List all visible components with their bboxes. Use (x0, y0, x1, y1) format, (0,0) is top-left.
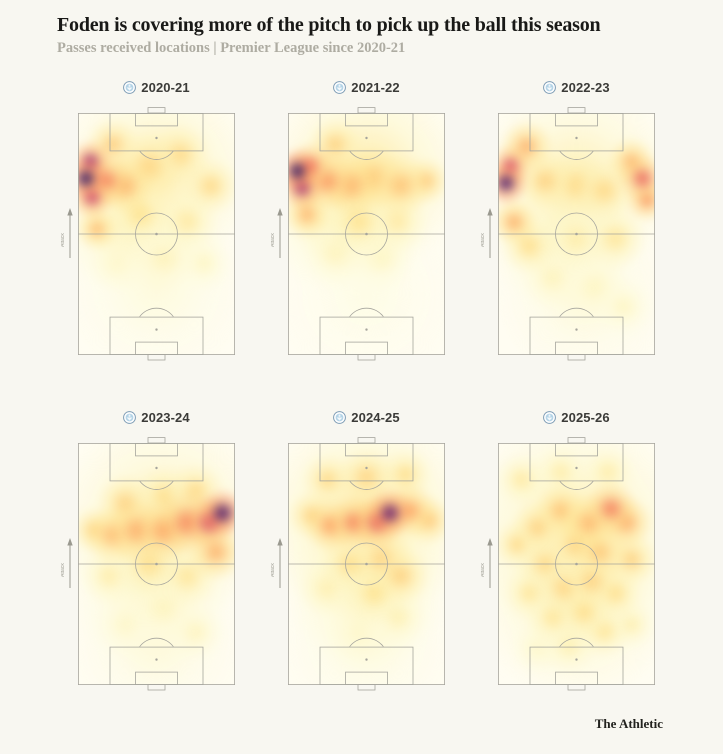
panel-header: 2025-26 (498, 409, 655, 425)
attack-direction-arrow: Attack (61, 208, 73, 258)
svg-text:Attack: Attack (271, 233, 276, 247)
heat-blob (182, 156, 235, 215)
the-athletic-logo: The Athletic (594, 716, 663, 731)
svg-text:Attack: Attack (481, 563, 486, 577)
attack-direction-arrow: Attack (481, 538, 493, 588)
heatmap-layer (498, 113, 655, 355)
heat-blob (594, 277, 653, 336)
club-badge-icon (333, 80, 347, 94)
heat-blob (372, 547, 431, 606)
attack-direction-arrow: Attack (271, 538, 283, 588)
heatmap-layer (78, 443, 235, 685)
pitch-heatmap (288, 443, 445, 685)
club-badge-icon (543, 80, 557, 94)
season-label: 2021-22 (351, 79, 400, 95)
season-label: 2023-24 (141, 409, 190, 425)
season-label: 2020-21 (141, 79, 190, 95)
page-title: Foden is covering more of the pitch to p… (57, 14, 601, 36)
panel-header: 2023-24 (78, 409, 235, 425)
pitch-outline (78, 437, 235, 691)
pitch-outline (288, 107, 445, 361)
svg-text:Attack: Attack (61, 233, 66, 247)
panel-header: 2020-21 (78, 79, 235, 95)
season-label: 2024-25 (351, 409, 400, 425)
club-badge-icon (123, 80, 137, 94)
club-badge-icon (333, 410, 347, 424)
heat-blob (498, 197, 538, 247)
svg-text:Attack: Attack (481, 233, 486, 247)
pitch: Attack (481, 107, 655, 361)
svg-text:Attack: Attack (61, 563, 66, 577)
club-badge-icon (123, 410, 137, 424)
pitch-outline (498, 437, 655, 691)
attack-direction-arrow: Attack (271, 208, 283, 258)
season-label: 2022-23 (561, 79, 610, 95)
heatmap-layer (78, 113, 235, 355)
heat-blob (365, 488, 415, 538)
svg-text:Attack: Attack (271, 563, 276, 577)
pitch: Attack (271, 107, 445, 361)
panel-header: 2021-22 (288, 79, 445, 95)
pitch-heatmap (288, 113, 445, 355)
panel-header: 2022-23 (498, 79, 655, 95)
page-subtitle: Passes received locations | Premier Leag… (57, 40, 406, 56)
pitch-outline (78, 107, 235, 361)
heat-blob (584, 481, 638, 535)
heatmap-layer (288, 113, 445, 355)
attack-direction-arrow: Attack (481, 208, 493, 258)
attack-direction-arrow: Attack (61, 538, 73, 588)
pitch: Attack (481, 437, 655, 691)
pitch-outline (288, 437, 445, 691)
pitch-heatmap (78, 443, 235, 685)
pitch: Attack (61, 107, 235, 361)
club-badge-icon (543, 410, 557, 424)
heatmap-layer (498, 443, 655, 685)
heat-blob (618, 154, 655, 203)
panel-header: 2024-25 (288, 409, 445, 425)
heat-blob (198, 488, 235, 538)
pitch: Attack (271, 437, 445, 691)
pitch: Attack (61, 437, 235, 691)
season-label: 2025-26 (561, 409, 610, 425)
heatmap-layer (288, 443, 445, 685)
pitch-outline (498, 107, 655, 361)
